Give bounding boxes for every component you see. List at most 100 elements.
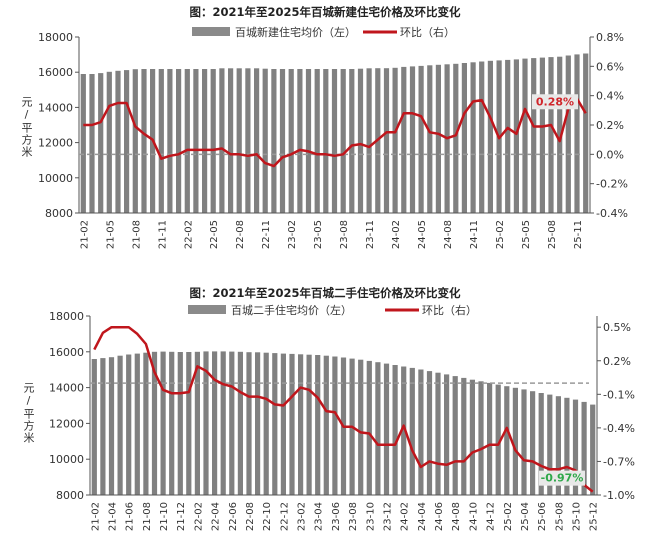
y-tick-label: 16000 (38, 66, 73, 79)
price-bar (357, 68, 364, 213)
price-bar (115, 70, 121, 213)
price-bar (305, 69, 312, 213)
x-tick-label: 25-12 (589, 502, 600, 531)
x-tick-label: 23-04 (314, 502, 325, 531)
price-bar (323, 355, 329, 495)
price-bar (315, 355, 321, 495)
price-bar (426, 371, 433, 495)
price-bar (220, 351, 226, 495)
price-bar (246, 352, 252, 495)
x-tick-label: 22-08 (235, 220, 246, 249)
legend-bar-label: 百城二手住宅均价（左） (231, 303, 352, 317)
x-tick-label: 21-04 (107, 502, 118, 531)
x-tick-label: 25-11 (573, 220, 584, 249)
price-bar (522, 58, 528, 213)
price-bar (435, 64, 441, 213)
x-tick-label: 21-10 (159, 502, 170, 531)
x-tick-label: 23-02 (287, 220, 298, 249)
price-bar (435, 372, 441, 495)
price-bar (210, 69, 216, 213)
x-tick-label: 24-02 (391, 220, 402, 249)
x-tick-label: 23-06 (331, 502, 342, 531)
x-tick-label: 25-08 (547, 220, 558, 249)
price-bar (132, 69, 138, 213)
price-bar (409, 367, 415, 495)
price-bar (279, 69, 286, 213)
price-bar (212, 351, 218, 495)
y-tick-label: 8000 (45, 207, 73, 220)
price-bar (219, 68, 225, 213)
price-bar (469, 379, 475, 495)
price-bar (186, 352, 192, 495)
price-bar (452, 376, 458, 495)
x-tick-label: 23-08 (339, 220, 350, 249)
y2-tick-label: -1.0% (603, 489, 635, 502)
x-tick-label: 23-08 (348, 502, 359, 531)
price-bar (505, 59, 511, 214)
x-tick-label: 21-02 (79, 220, 90, 249)
y-tick-label: 10000 (49, 453, 84, 466)
price-bar (470, 62, 476, 213)
price-bar (158, 69, 164, 213)
y-tick-label: 18000 (38, 31, 73, 44)
y2-tick-label: 0.2% (603, 355, 631, 368)
price-bar (80, 74, 86, 213)
price-bar (418, 65, 424, 214)
price-bar (366, 68, 372, 213)
price-bar (100, 358, 106, 495)
price-bar (531, 58, 537, 213)
x-tick-label: 23-11 (365, 220, 376, 249)
price-bar (331, 69, 338, 213)
y-tick-label: 10000 (38, 172, 73, 185)
price-bar (177, 352, 183, 495)
price-bar (409, 66, 416, 214)
legend-line-label: 环比（右） (400, 25, 455, 39)
x-tick-label: 21-06 (125, 502, 136, 531)
price-bar (539, 57, 545, 213)
x-tick-label: 25-04 (520, 502, 531, 531)
x-tick-label: 21-11 (157, 220, 168, 249)
x-tick-label: 21-02 (90, 502, 101, 531)
price-bar (487, 60, 493, 213)
price-bar (272, 353, 278, 495)
x-tick-label: 22-05 (209, 220, 220, 249)
x-tick-label: 22-11 (261, 220, 272, 249)
x-tick-label: 23-10 (365, 502, 376, 531)
y2-tick-label: -0.2% (596, 178, 628, 191)
y-tick-label: 12000 (49, 417, 84, 430)
x-tick-label: 22-02 (183, 220, 194, 249)
price-bar (255, 352, 261, 495)
price-bar (513, 59, 519, 214)
x-tick-label: 24-11 (469, 220, 480, 249)
legend-bar-swatch (192, 27, 230, 36)
price-bar (495, 384, 501, 495)
price-bar (271, 69, 277, 213)
price-bar (583, 53, 589, 213)
price-bar (478, 381, 484, 495)
end-value-label: 0.28% (536, 95, 574, 108)
price-bar (574, 54, 580, 214)
price-bar (203, 351, 209, 495)
price-bar (392, 365, 398, 495)
price-bar (169, 351, 175, 495)
y2-tick-label: 0.4% (596, 90, 624, 103)
y-axis-label: 元/平方米 (20, 96, 33, 158)
price-bar (375, 362, 381, 495)
price-bar (126, 354, 132, 495)
price-bar (555, 396, 561, 495)
price-bar (184, 69, 190, 213)
price-bar (383, 68, 390, 213)
price-bar (504, 386, 510, 495)
price-bar (314, 69, 320, 213)
y2-tick-label: 0.5% (603, 321, 631, 334)
price-bar (124, 70, 130, 213)
x-tick-label: 21-08 (142, 502, 153, 531)
price-bar (143, 352, 149, 495)
mom-line (93, 325, 594, 493)
y-axis-label: 元/平方米 (22, 382, 35, 444)
end-label-box (539, 470, 585, 486)
price-bar (538, 393, 544, 495)
y-tick-label: 8000 (56, 489, 84, 502)
price-bar (418, 369, 424, 495)
